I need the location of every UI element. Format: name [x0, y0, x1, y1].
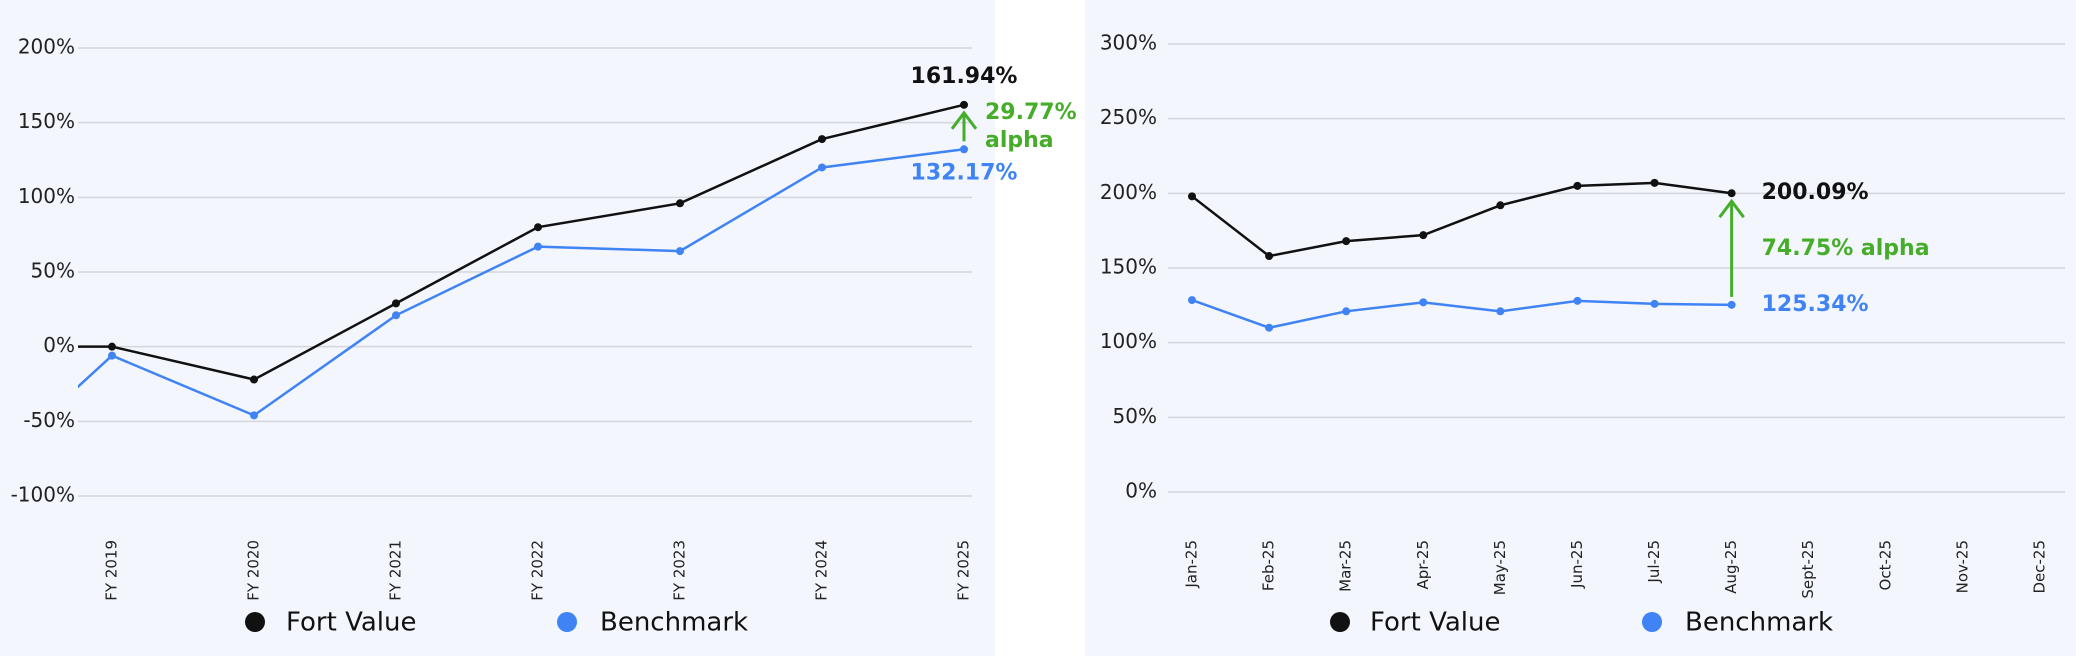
alpha-label: 74.75% alpha	[1762, 236, 1930, 261]
data-point	[1265, 252, 1274, 261]
data-point	[1573, 181, 1582, 190]
value-label: 200.09%	[1762, 180, 1869, 205]
data-point	[1727, 300, 1736, 309]
data-point	[1342, 307, 1351, 316]
y-tick-label: 50%	[31, 259, 75, 283]
value-label: 125.34%	[1762, 292, 1869, 317]
data-point	[818, 163, 826, 172]
x-tick-label: FY 2023	[671, 540, 689, 601]
data-point	[1573, 296, 1582, 305]
data-point	[1650, 178, 1659, 187]
x-tick-label: Mar-25	[1337, 540, 1355, 592]
legend-marker	[1330, 612, 1350, 632]
data-point	[1342, 237, 1351, 246]
data-point	[960, 145, 968, 154]
x-tick-label: Feb-25	[1260, 540, 1278, 591]
x-tick-label: Sept-25	[1799, 540, 1817, 599]
plot-area	[78, 100, 968, 420]
data-point	[250, 411, 258, 420]
data-point	[1188, 296, 1196, 305]
legend-marker	[1642, 612, 1662, 632]
y-tick-label: -50%	[23, 408, 75, 432]
x-tick-label: FY 2020	[245, 540, 263, 601]
x-tick-label: Jul-25	[1645, 540, 1663, 584]
series-line	[1191, 181, 1732, 258]
value-label: 161.94%	[911, 64, 1018, 89]
y-tick-label: 300%	[1100, 31, 1157, 55]
y-tick-label: 100%	[18, 184, 75, 208]
panel-background	[1085, 0, 2076, 656]
data-point	[108, 342, 116, 351]
x-tick-label: FY 2025	[955, 540, 973, 601]
alpha-arrow-head	[950, 110, 978, 130]
data-point	[1727, 189, 1736, 198]
alpha-arrow-head	[1718, 198, 1745, 219]
data-point	[676, 199, 684, 208]
y-tick-label: 0%	[43, 333, 75, 357]
x-tick-label: Nov-25	[1953, 540, 1971, 593]
data-point	[392, 311, 400, 320]
x-tick-label: Oct-25	[1876, 540, 1894, 590]
x-tick-label: Dec-25	[2030, 540, 2048, 594]
y-tick-label: -100%	[11, 483, 75, 507]
data-point	[1419, 231, 1428, 240]
data-point	[534, 223, 542, 232]
data-point	[108, 351, 116, 360]
y-tick-label: 50%	[1113, 404, 1157, 428]
panel-background	[0, 0, 995, 656]
series-line	[78, 103, 965, 381]
x-tick-label: Jun-25	[1568, 540, 1586, 589]
data-point	[1265, 323, 1274, 332]
x-tick-label: Apr-25	[1414, 540, 1432, 590]
y-tick-label: 0%	[1125, 479, 1157, 503]
data-point	[676, 247, 684, 256]
x-tick-label: FY 2021	[387, 540, 405, 601]
y-tick-label: 100%	[1100, 329, 1157, 353]
data-point	[392, 299, 400, 308]
data-point	[1419, 298, 1428, 307]
data-point	[534, 242, 542, 251]
legend-marker	[245, 612, 265, 632]
legend-label: Fort Value	[286, 608, 416, 638]
series-line	[78, 148, 965, 417]
x-tick-label: Aug-25	[1722, 540, 1740, 594]
legend-label: Benchmark	[600, 608, 748, 638]
alpha-label: alpha	[985, 128, 1054, 153]
plot-area	[1188, 178, 1736, 332]
data-point	[960, 100, 968, 109]
series-line	[1191, 298, 1732, 330]
legend-marker	[557, 612, 577, 632]
data-point	[1496, 201, 1505, 210]
data-point	[1650, 299, 1659, 308]
alpha-label: 29.77%	[985, 100, 1077, 125]
x-tick-label: FY 2024	[813, 540, 831, 601]
legend-label: Fort Value	[1370, 608, 1500, 638]
data-point	[250, 375, 258, 384]
value-label: 132.17%	[911, 160, 1018, 185]
data-point	[1496, 307, 1505, 316]
y-tick-label: 150%	[18, 109, 75, 133]
y-tick-label: 200%	[1100, 180, 1157, 204]
x-tick-label: FY 2022	[529, 540, 547, 601]
x-tick-label: FY 2019	[103, 540, 121, 601]
x-tick-label: May-25	[1491, 540, 1509, 595]
y-tick-label: 200%	[18, 35, 75, 59]
data-point	[1188, 192, 1196, 201]
data-point	[818, 135, 826, 144]
y-tick-label: 150%	[1100, 255, 1157, 279]
y-tick-label: 250%	[1100, 105, 1157, 129]
x-tick-label: Jan-25	[1183, 540, 1201, 589]
legend-label: Benchmark	[1685, 608, 1833, 638]
